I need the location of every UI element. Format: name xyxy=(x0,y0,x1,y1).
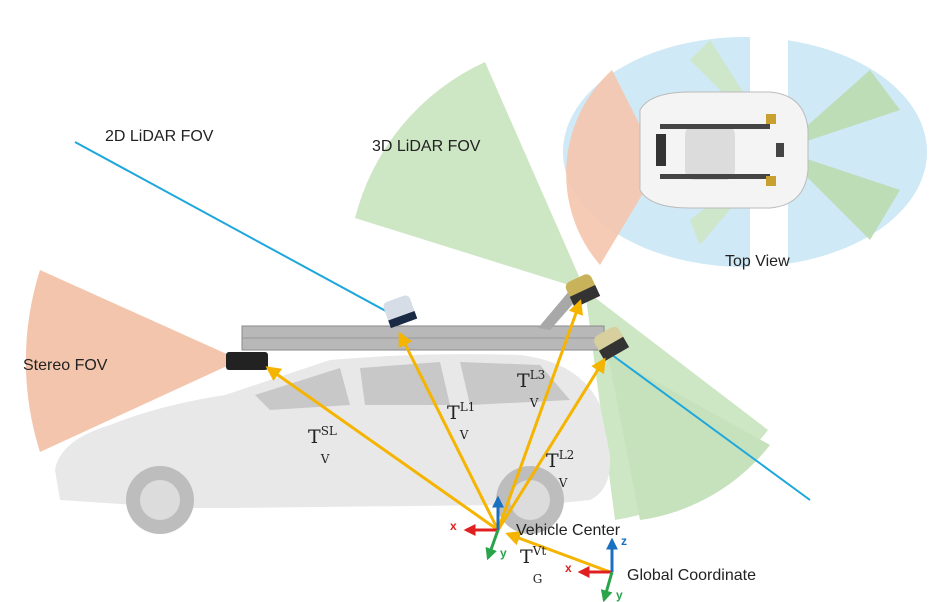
car-side xyxy=(55,354,611,534)
lidar2d-fov-line-right xyxy=(607,351,811,501)
top-view-stereo-fov xyxy=(566,70,660,265)
transform-stereo-label: TSL V xyxy=(308,424,337,466)
transform-lidar1-label: TL1 V xyxy=(447,400,476,442)
car-window-rear xyxy=(460,362,570,405)
top-view-sensor-2 xyxy=(766,176,776,186)
top-view-sensor-3 xyxy=(776,143,784,157)
car-window-middle xyxy=(360,362,450,405)
arrow-to-lidar1 xyxy=(398,331,500,531)
top-view-lidar-fov-2 xyxy=(780,70,900,150)
top-view-sensor-1 xyxy=(766,114,776,124)
vehicle-axis-x-label: x xyxy=(450,519,457,533)
lidar3d-fov-upper xyxy=(355,62,585,290)
global-coordinate-label: Global Coordinate xyxy=(627,567,756,584)
top-view-rail-2 xyxy=(660,174,770,179)
lidar-3d-sensor-rear xyxy=(594,326,630,362)
top-view-stereo xyxy=(656,134,666,166)
arrow-to-lidar2 xyxy=(496,357,606,531)
stereo-camera xyxy=(226,352,268,370)
transform-lidar2-label: TL2 V xyxy=(546,448,575,490)
vehicle-center-label: Vehicle Center xyxy=(516,522,621,539)
transform-global-label: TVt G xyxy=(520,544,547,586)
global-axis-z-label: z xyxy=(621,534,627,548)
lidar-2d-sensor xyxy=(383,295,418,329)
arrow-to-lidar3 xyxy=(496,299,583,531)
car-wheel-front-hub xyxy=(140,480,180,520)
vehicle-axis-y xyxy=(485,529,500,561)
top-view-group xyxy=(563,30,927,280)
stereo-fov-label: Stereo FOV xyxy=(23,357,108,374)
top-view-label: Top View xyxy=(725,253,790,270)
lidar2d-fov-label: 2D LiDAR FOV xyxy=(105,128,214,145)
lidar3d-fov-label: 3D LiDAR FOV xyxy=(372,138,481,155)
car-window-front xyxy=(255,368,350,410)
top-view-rail-1 xyxy=(660,124,770,129)
car-wheel-rear-hub xyxy=(510,480,550,520)
lidar2d-fov-line-left xyxy=(74,141,396,317)
global-axis-y xyxy=(600,571,614,602)
stereo-fov-sector xyxy=(25,270,240,452)
global-axis-x-label: x xyxy=(565,561,572,575)
transform-lidar3-label: TL3 V xyxy=(517,368,546,410)
arrow-to-stereo xyxy=(265,366,499,532)
top-view-roof xyxy=(685,125,735,180)
top-view-lidar-fov-3 xyxy=(780,150,900,240)
arrow-global-to-vehicle xyxy=(505,531,611,574)
global-axis-y-label: y xyxy=(616,588,623,602)
lidar3d-fov-lower-b xyxy=(608,355,770,520)
vehicle-axis-y-label: y xyxy=(500,546,507,560)
